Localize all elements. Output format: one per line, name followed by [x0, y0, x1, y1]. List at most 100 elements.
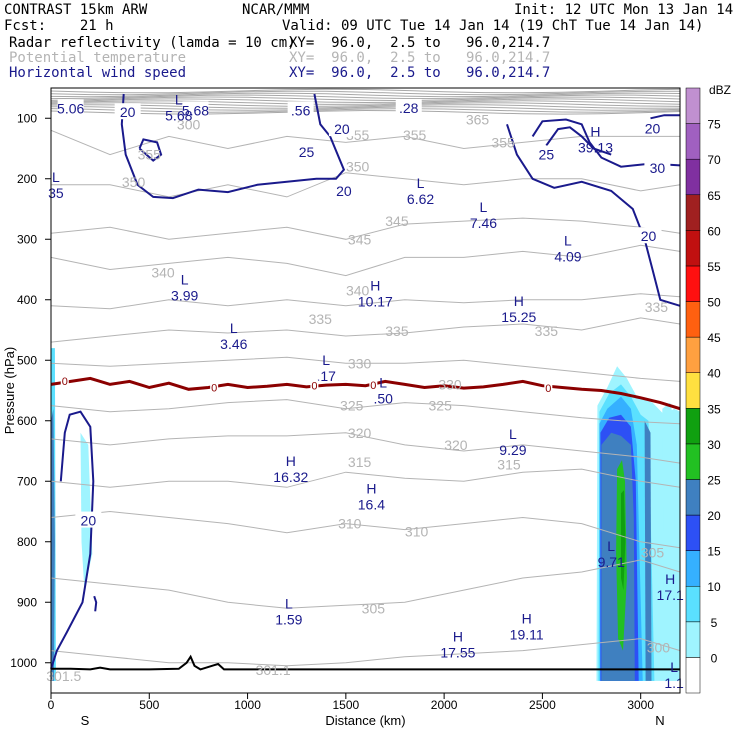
colorbar-label-7: 35 [707, 402, 721, 416]
colorbar-title: dBZ [709, 83, 731, 97]
wind-label-bg-2 [182, 101, 209, 118]
extremum-value-4: 7.46 [470, 215, 497, 231]
y-tick-label-6: 700 [17, 474, 37, 488]
colorbar-label-8: 40 [707, 367, 721, 381]
theta-band-10 [50, 108, 681, 113]
north-label: N [655, 713, 664, 728]
theta-label-7: 350 [346, 159, 370, 175]
theta-label-21: 320 [444, 437, 468, 453]
theta-label-23: 315 [497, 456, 521, 472]
extremum-H-mark-7: H [370, 278, 380, 294]
theta-label-1: 365 [466, 111, 490, 127]
theta-contour-1 [50, 217, 681, 240]
wind-label-2: 5.68 [182, 102, 209, 118]
colorbar-label-12: 60 [707, 224, 721, 238]
theta-band-11 [50, 109, 681, 115]
colorbar-label-11: 55 [707, 260, 721, 274]
theta-contour-7 [50, 399, 681, 425]
x-tick-label-2: 1000 [234, 698, 261, 712]
wind-label-bg-11 [635, 227, 662, 244]
extremum-H-mark-18: H [453, 629, 463, 645]
colorbar-swatch-2 [685, 585, 701, 623]
x-axis-title: Distance (km) [325, 713, 405, 728]
south-label: S [81, 713, 90, 728]
wind-label-7: 20 [336, 183, 352, 199]
y-tick-label-8: 900 [17, 595, 37, 609]
theta-contour-9 [50, 468, 681, 488]
field2-xy: XY= 96.0, 2.5 to 96.0,214.7 [289, 50, 551, 66]
theta-label-6: 350 [122, 174, 146, 190]
terrain-line [51, 654, 680, 671]
x-tick-label-0: 0 [48, 698, 55, 712]
theta-label-29: 301.1 [256, 662, 291, 678]
radar-echo-2 [80, 432, 93, 591]
theta-label-27: 305 [641, 545, 665, 561]
extremum-L-mark-0: L [175, 91, 183, 107]
y-tick-label-1: 200 [17, 172, 37, 186]
wind-label-bg-12 [75, 511, 102, 528]
theta-label-26: 305 [362, 600, 386, 616]
freezing-label-bg-0 [60, 374, 69, 386]
theta-band-6 [50, 100, 681, 105]
field1-xy: XY= 96.0, 2.5 to 96.0,214.7 [289, 35, 551, 51]
theta-label-16: 330 [348, 355, 372, 371]
theta-label-24: 310 [338, 516, 362, 532]
theta-label-19: 325 [429, 398, 453, 414]
y-tick-label-4: 500 [17, 353, 37, 367]
freezing-label-bg-3 [369, 379, 378, 391]
colorbar-swatch-10 [685, 301, 701, 338]
extremum-L-mark-5: L [564, 232, 572, 248]
wind-label-10: 30 [650, 160, 666, 176]
freezing-level-line [50, 376, 681, 411]
theta-label-30: 301.5 [46, 668, 81, 684]
freezing-label-0: 0 [62, 376, 68, 388]
x-tick-label-4: 2000 [431, 698, 458, 712]
colorbar-swatch-1 [685, 621, 701, 658]
theta-label-11: 340 [346, 283, 370, 299]
extremum-L-mark-6: L [181, 272, 189, 288]
theta-contour-2 [51, 172, 681, 198]
wind-label-bg-5 [293, 143, 320, 160]
extremum-value-3: 6.62 [407, 191, 434, 207]
wind-label-8: 25 [539, 147, 555, 163]
extremum-value-6: 3.99 [171, 288, 198, 304]
wind-label-bg-8 [533, 145, 560, 162]
extremum-value-19: 19.11 [510, 626, 544, 642]
extremum-H-mark-16: H [665, 571, 675, 587]
theta-label-10: 340 [151, 265, 175, 281]
theta-label-5: 355 [491, 134, 515, 150]
colorbar-label-5: 25 [707, 473, 721, 487]
extremum-L-mark-9: L [230, 320, 238, 336]
y-axis-title: Pressure (hPa) [2, 347, 17, 434]
extremum-H-mark-14: H [366, 480, 376, 496]
extremum-L-mark-4: L [480, 199, 488, 215]
extremum-H-mark-2: H [590, 123, 600, 139]
radar-echo-9 [621, 490, 626, 591]
colorbar-label-14: 70 [707, 153, 721, 167]
extremum-value-16: 17.1 [657, 587, 684, 603]
colorbar-swatch-11 [685, 265, 701, 302]
theta-label-13: 335 [385, 323, 409, 339]
colorbar-label-9: 45 [707, 331, 721, 345]
theta-label-0: 300 [177, 116, 201, 132]
theta-band-3 [50, 94, 681, 100]
y-tick-label-3: 400 [17, 293, 37, 307]
wind-label-0: 5.06 [57, 101, 84, 117]
colorbar-label-4: 20 [707, 509, 721, 523]
wind-contour-5 [650, 114, 680, 120]
wind-label-1: 20 [120, 104, 136, 120]
colorbar-swatch-9 [685, 336, 701, 373]
theta-label-25: 310 [405, 523, 429, 539]
freezing-label-bg-4 [544, 382, 553, 394]
plot-frame [50, 87, 681, 694]
x-tick-label-3: 1500 [332, 698, 359, 712]
theta-band-0 [50, 88, 681, 94]
x-tick-label-5: 2500 [529, 698, 556, 712]
field2-name: Potential temperature [9, 50, 187, 66]
extremum-value-17: 1.59 [275, 611, 302, 627]
theta-label-17: 330 [438, 376, 462, 392]
wind-label-bg-4 [395, 98, 422, 115]
colorbar-label-3: 15 [707, 545, 721, 559]
theta-contour-4 [50, 317, 681, 343]
